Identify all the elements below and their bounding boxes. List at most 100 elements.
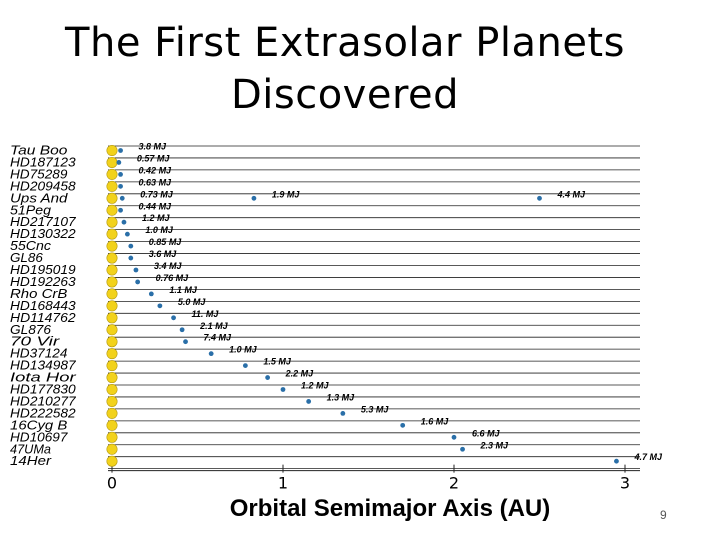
planet-mass-label: 0.44 MJ (139, 201, 173, 211)
planet-marker (157, 303, 163, 309)
planet-mass-label: 5.0 MJ (178, 297, 207, 307)
planet-marker (128, 243, 134, 249)
star-name-label: HD187123 (10, 155, 76, 169)
star-marker (106, 324, 118, 336)
planet-marker (242, 363, 248, 368)
star-marker (106, 312, 118, 324)
star-name-label: HD134987 (10, 359, 77, 373)
star-marker (106, 348, 118, 360)
star-name-label: Ups And (10, 191, 69, 205)
planet-marker (133, 267, 139, 273)
star-name-label: HD195019 (10, 263, 76, 277)
planet-mass-label: 0.42 MJ (139, 165, 173, 175)
planet-mass-label: 0.73 MJ (140, 189, 174, 199)
planet-marker (251, 195, 257, 201)
planet-mass-label: 7.4 MJ (204, 333, 233, 343)
star-marker (106, 383, 118, 395)
planet-marker (451, 434, 457, 440)
star-name-label: Rho CrB (10, 287, 67, 301)
star-marker (106, 180, 118, 192)
planet-mass-label: 4.4 MJ (557, 189, 587, 199)
star-name-label: 51Peg (10, 203, 51, 217)
star-marker (106, 360, 118, 372)
star-marker (106, 455, 118, 467)
planet-mass-label: 1.6 MJ (421, 416, 450, 426)
planet-marker (183, 339, 188, 345)
star-name-label: HD37124 (10, 347, 67, 361)
star-name-label: HD114762 (10, 311, 76, 325)
star-name-label: 14Her (10, 454, 52, 468)
planet-mass-label: 4.7 MJ (633, 452, 663, 462)
star-name-label: HD168443 (10, 299, 76, 313)
planet-mass-label: 1.2 MJ (142, 213, 171, 223)
star-name-label: Iota Hor (10, 371, 77, 385)
planet-marker (306, 399, 312, 404)
star-marker (106, 216, 118, 228)
planet-marker (280, 387, 286, 392)
x-tick-label: 0 (107, 474, 117, 493)
planet-mass-label: 5.3 MJ (361, 404, 390, 414)
planet-marker (124, 231, 130, 237)
x-tick-label: 3 (620, 474, 630, 493)
star-marker (106, 419, 118, 431)
star-name-label: 70 Vir (10, 335, 60, 349)
planet-marker (537, 195, 542, 201)
planet-marker (340, 411, 346, 416)
planet-marker (171, 315, 176, 321)
planet-mass-label: 0.57 MJ (137, 153, 171, 163)
planet-marker (400, 422, 406, 428)
star-name-label: 47UMa (10, 442, 51, 456)
planet-mass-label: 2.2 MJ (285, 369, 315, 379)
planet-marker (208, 351, 214, 357)
star-marker (106, 228, 118, 240)
planet-marker (148, 291, 154, 297)
planet-marker (614, 458, 619, 464)
planet-marker (460, 446, 465, 452)
planet-mass-label: 3.8 MJ (139, 142, 168, 152)
star-marker (106, 204, 118, 216)
star-marker (106, 240, 118, 252)
star-marker (106, 192, 118, 204)
star-name-label: GL876 (10, 323, 51, 337)
planet-mass-label: 2.3 MJ (480, 440, 510, 450)
star-marker (106, 395, 118, 407)
planet-mass-label: 1.2 MJ (301, 381, 330, 391)
star-marker (106, 264, 118, 276)
planet-marker (128, 255, 134, 261)
planet-mass-label: 0.85 MJ (149, 237, 183, 247)
star-marker (106, 300, 118, 312)
planet-mass-label: 2.1 MJ (199, 321, 229, 331)
planet-mass-label: 1.5 MJ (263, 357, 292, 367)
planet-mass-label: 3.6 MJ (149, 249, 178, 259)
planet-mass-label: 0.76 MJ (156, 273, 190, 283)
star-name-label: HD192263 (10, 275, 76, 289)
planet-marker (135, 279, 141, 285)
planet-marker (121, 219, 127, 225)
page-number: 9 (660, 508, 667, 522)
planet-mass-label: 3.4 MJ (154, 261, 183, 271)
star-marker (106, 288, 118, 300)
star-name-label: HD75289 (10, 167, 67, 181)
x-axis-title: Orbital Semimajor Axis (AU) (230, 495, 551, 522)
star-name-label: HD177830 (10, 383, 76, 397)
star-name-label: HD217107 (10, 215, 77, 229)
planet-marker (179, 327, 185, 333)
star-name-label: HD209458 (10, 179, 76, 193)
planet-mass-label: 6.6 MJ (472, 428, 501, 438)
planet-mass-label: 1.9 MJ (272, 189, 301, 199)
planet-marker (265, 375, 271, 380)
x-tick-label: 2 (449, 474, 459, 493)
star-name-label: HD10697 (10, 430, 69, 444)
star-marker (106, 276, 118, 288)
star-marker (106, 252, 118, 264)
star-name-label: HD222582 (10, 406, 76, 420)
planet-mass-label: 1.0 MJ (145, 225, 174, 235)
planet-marker (118, 172, 123, 177)
star-marker (106, 372, 118, 384)
star-marker (106, 336, 118, 348)
star-name-label: HD210277 (10, 394, 77, 408)
star-marker (106, 156, 118, 168)
planet-mass-label: 1.0 MJ (229, 345, 258, 355)
planet-marker (118, 183, 123, 189)
